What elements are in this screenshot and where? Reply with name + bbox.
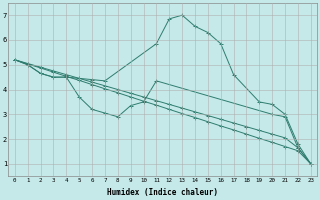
X-axis label: Humidex (Indice chaleur): Humidex (Indice chaleur): [107, 188, 218, 197]
